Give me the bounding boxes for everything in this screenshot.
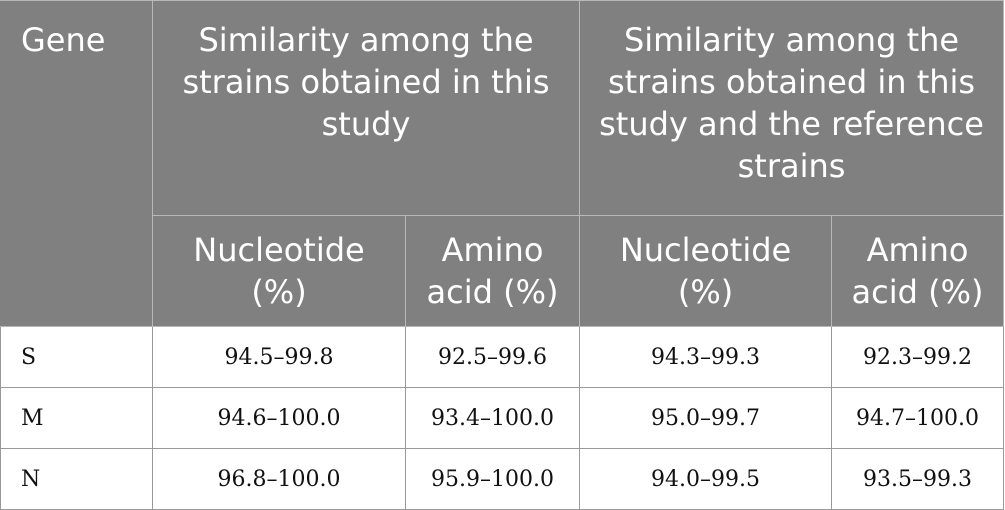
value-cell: 92.3–99.2 xyxy=(831,326,1005,388)
value-cell: 94.0–99.5 xyxy=(579,448,833,510)
header-amino-acid-this-study: Amino acid (%) xyxy=(404,215,581,327)
header-row-subcolumns: Nucleotide (%) Amino acid (%) Nucleotide… xyxy=(1,215,1005,327)
value-cell: 95.9–100.0 xyxy=(404,448,581,510)
gene-cell: N xyxy=(0,448,153,510)
table-body: S 94.5–99.8 92.5–99.6 94.3–99.3 92.3–99.… xyxy=(0,326,1005,510)
table-row-m: M 94.6–100.0 93.4–100.0 95.0–99.7 94.7–1… xyxy=(0,387,1005,449)
header-amino-acid-reference: Amino acid (%) xyxy=(831,215,1005,327)
value-cell: 95.0–99.7 xyxy=(579,387,833,449)
value-cell: 92.5–99.6 xyxy=(404,326,581,388)
header-group-reference: Similarity among the strains obtained in… xyxy=(579,0,1005,216)
table-row-n: N 96.8–100.0 95.9–100.0 94.0–99.5 93.5–9… xyxy=(0,448,1005,510)
value-cell: 93.5–99.3 xyxy=(831,448,1005,510)
header-row-groups: Gene Similarity among the strains obtain… xyxy=(0,0,1005,327)
value-cell: 94.7–100.0 xyxy=(831,387,1005,449)
table-header: Gene Similarity among the strains obtain… xyxy=(0,0,1005,327)
gene-cell: M xyxy=(0,387,153,449)
value-cell: 94.6–100.0 xyxy=(152,387,406,449)
value-cell: 94.3–99.3 xyxy=(579,326,833,388)
gene-cell: S xyxy=(0,326,153,388)
header-nucleotide-this-study: Nucleotide (%) xyxy=(152,215,406,327)
header-group-this-study: Similarity among the strains obtained in… xyxy=(151,0,581,216)
value-cell: 96.8–100.0 xyxy=(152,448,406,510)
value-cell: 94.5–99.8 xyxy=(152,326,406,388)
value-cell: 93.4–100.0 xyxy=(404,387,581,449)
header-nucleotide-reference: Nucleotide (%) xyxy=(579,215,833,327)
header-gene: Gene xyxy=(0,0,153,327)
table-row-s: S 94.5–99.8 92.5–99.6 94.3–99.3 92.3–99.… xyxy=(0,326,1005,388)
